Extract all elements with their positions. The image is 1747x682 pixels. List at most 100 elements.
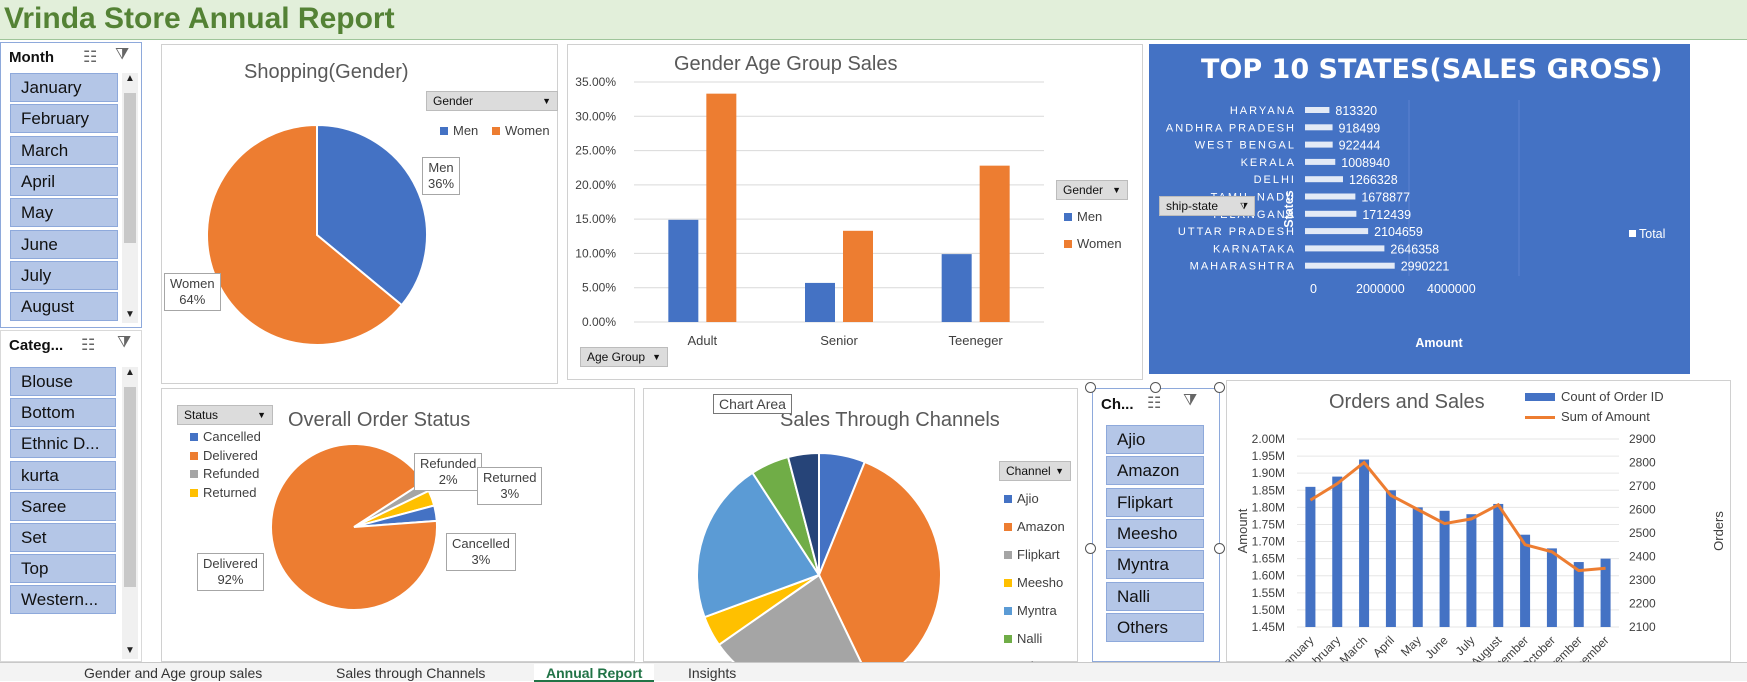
channel-pie-chart	[696, 451, 942, 663]
clear-filter-icon[interactable]: ⧩	[1183, 392, 1198, 409]
slicer-item-april[interactable]: April	[10, 166, 118, 196]
slicer-item-category[interactable]: Ethnic D...	[10, 429, 116, 459]
sheet-tab-2[interactable]: Annual Report	[534, 664, 655, 682]
legend-meesho: Meesho	[1004, 575, 1063, 590]
y-left-tick-label: 1.50M	[1252, 603, 1285, 617]
y-left-tick-label: 2.00M	[1252, 432, 1285, 446]
slicer-item-august[interactable]: August	[10, 292, 118, 322]
slicer-item-category[interactable]: Bottom	[10, 398, 116, 428]
slicer-item-category[interactable]: Saree	[10, 491, 116, 521]
legend-bars: Count of Order ID	[1525, 389, 1664, 404]
chart-area-tooltip: Chart Area	[713, 394, 792, 414]
y-left-tick-label: 1.70M	[1252, 535, 1285, 549]
slicer-item-amazon[interactable]: Amazon	[1106, 456, 1204, 486]
bar-women-adult	[706, 93, 737, 323]
clear-filter-icon[interactable]: ⧩	[115, 46, 130, 63]
category-scrollbar[interactable]: ▲ ▼	[122, 367, 138, 659]
slicer-item-january[interactable]: January	[10, 73, 118, 102]
y-tick-label: MAHARASHTRA	[1190, 261, 1296, 273]
channel-slicer[interactable]: Ch... ☷ ⧩ Ajio Amazon Flipkart Meesho Myntra…	[1092, 388, 1220, 662]
sheet-tab-0[interactable]: Gender and Age group sales	[84, 665, 263, 681]
line-sum-of-amount	[1309, 460, 1606, 573]
slicer-item-category[interactable]: Blouse	[10, 367, 116, 396]
pie-slice-men	[316, 123, 428, 307]
cancelled-callout: Cancelled 3%	[446, 533, 516, 571]
chart-title: Orders and Sales	[1329, 391, 1485, 413]
y-left-tick-label: 1.60M	[1252, 569, 1285, 583]
slicer-item-may[interactable]: May	[10, 198, 118, 228]
slicer-item-march[interactable]: March	[10, 135, 118, 165]
slicer-item-flipkart[interactable]: Flipkart	[1106, 487, 1204, 517]
slicer-item-category[interactable]: Western...	[10, 585, 116, 615]
slicer-item-myntra[interactable]: Myntra	[1106, 550, 1204, 580]
multi-select-icon[interactable]: ☷	[81, 337, 96, 354]
slicer-item-february[interactable]: February	[10, 104, 118, 134]
legend-flipkart: Flipkart	[1004, 547, 1060, 562]
multi-select-icon[interactable]: ☷	[83, 49, 98, 66]
x-tick-label: May	[1398, 633, 1424, 659]
x-axis-title: Amount	[1415, 336, 1463, 350]
channel-filter-button[interactable]: Channel ▼	[999, 461, 1071, 481]
slicer-item-meesho[interactable]: Meesho	[1106, 518, 1204, 548]
order-status-chart-panel[interactable]: Overall Order Status Status ▼ Cancelled De…	[161, 388, 635, 662]
slicer-item-july[interactable]: July	[10, 260, 118, 290]
multi-select-icon[interactable]: ☷	[1147, 395, 1162, 412]
chart-title: Overall Order Status	[288, 409, 471, 431]
bar-men-adult	[668, 219, 699, 322]
slicer-item-category[interactable]: Top	[10, 554, 116, 584]
bar-january	[1305, 486, 1316, 627]
slicer-item-nalli[interactable]: Nalli	[1106, 581, 1204, 611]
clear-filter-icon[interactable]: ⧩	[117, 334, 132, 351]
y-tick-label: 0.00%	[582, 315, 616, 329]
sheet-tab-1[interactable]: Sales through Channels	[336, 665, 486, 681]
y-left-axis-title: Amount	[1235, 508, 1250, 553]
x-tick-label: Senior	[820, 333, 858, 348]
y-tick-label: ANDHRA PRADESH	[1166, 122, 1296, 134]
status-filter-button[interactable]: Status ▼	[177, 405, 273, 425]
age-group-filter-button[interactable]: Age Group ▼	[580, 347, 668, 367]
gender-filter-button[interactable]: Gender ▼	[1056, 180, 1128, 200]
sheet-tab-3[interactable]: Insights	[688, 665, 737, 681]
channels-chart-panel[interactable]: Sales Through Channels Channel ▼ Ajio Amaz…	[643, 388, 1078, 674]
gender-filter-button[interactable]: Gender ▼	[426, 91, 558, 111]
gender-chart-panel[interactable]: Shopping(Gender) Gender ▼ Men Women Men 3…	[161, 44, 558, 384]
bar-telangana	[1305, 210, 1357, 217]
month-slicer[interactable]: Month ☷ ⧩ January February March April May Ju…	[0, 42, 142, 328]
bar-february	[1332, 476, 1343, 627]
age-group-chart-panel[interactable]: Gender Age Group Sales 0.00% 5.00% 10.00% 1…	[567, 44, 1143, 380]
slicer-item-others[interactable]: Others	[1106, 612, 1204, 642]
slicer-item-category[interactable]: kurta	[10, 460, 116, 490]
y-left-tick-label: 1.55M	[1252, 586, 1285, 600]
top-states-chart-panel[interactable]: TOP 10 STATES(SALES GROSS) HARYANA 813320…	[1149, 44, 1690, 374]
slicer-item-category[interactable]: Set	[10, 523, 116, 552]
orders-sales-chart-panel[interactable]: Orders and Sales Count of Order ID Sum o…	[1226, 380, 1731, 663]
slicer-title: Ch...	[1101, 396, 1134, 413]
x-tick-label: Adult	[688, 333, 718, 348]
legend-amazon: Amazon	[1004, 519, 1065, 534]
ship-state-filter-button[interactable]: ship-state ⧩	[1159, 196, 1255, 216]
legend-men: Men	[440, 123, 478, 138]
legend-ajio: Ajio	[1004, 491, 1039, 506]
bar-haryana	[1305, 107, 1330, 113]
data-label: 1712439	[1362, 208, 1411, 222]
pie-slice-others	[786, 451, 820, 576]
returned-callout: Returned 3%	[477, 467, 543, 505]
bar-delhi	[1305, 176, 1343, 183]
category-slicer[interactable]: Categ... ☷ ⧩ Blouse Bottom Ethnic D... kurt…	[0, 330, 142, 662]
slicer-item-june[interactable]: June	[10, 229, 118, 259]
month-scrollbar[interactable]: ▲ ▼	[122, 73, 138, 323]
data-label: 1678877	[1361, 191, 1410, 205]
slicer-item-ajio[interactable]: Ajio	[1106, 425, 1204, 454]
y-tick-label: 10.00%	[575, 246, 616, 260]
bar-men-senior	[805, 282, 835, 322]
y-tick-label: 25.00%	[575, 144, 616, 158]
y-right-axis-title: Orders	[1711, 511, 1726, 551]
y-right-tick-label: 2300	[1629, 573, 1656, 587]
bar-men-teeneger	[941, 254, 972, 322]
x-tick-label: March	[1337, 633, 1370, 663]
data-label: 918499	[1339, 121, 1381, 135]
y-tick-label: 20.00%	[575, 178, 616, 192]
sheet-tab-bar: Gender and Age group sales Sales through …	[0, 662, 1747, 682]
delivered-callout: Delivered 92%	[197, 553, 264, 591]
legend-women: Women	[1064, 236, 1122, 251]
